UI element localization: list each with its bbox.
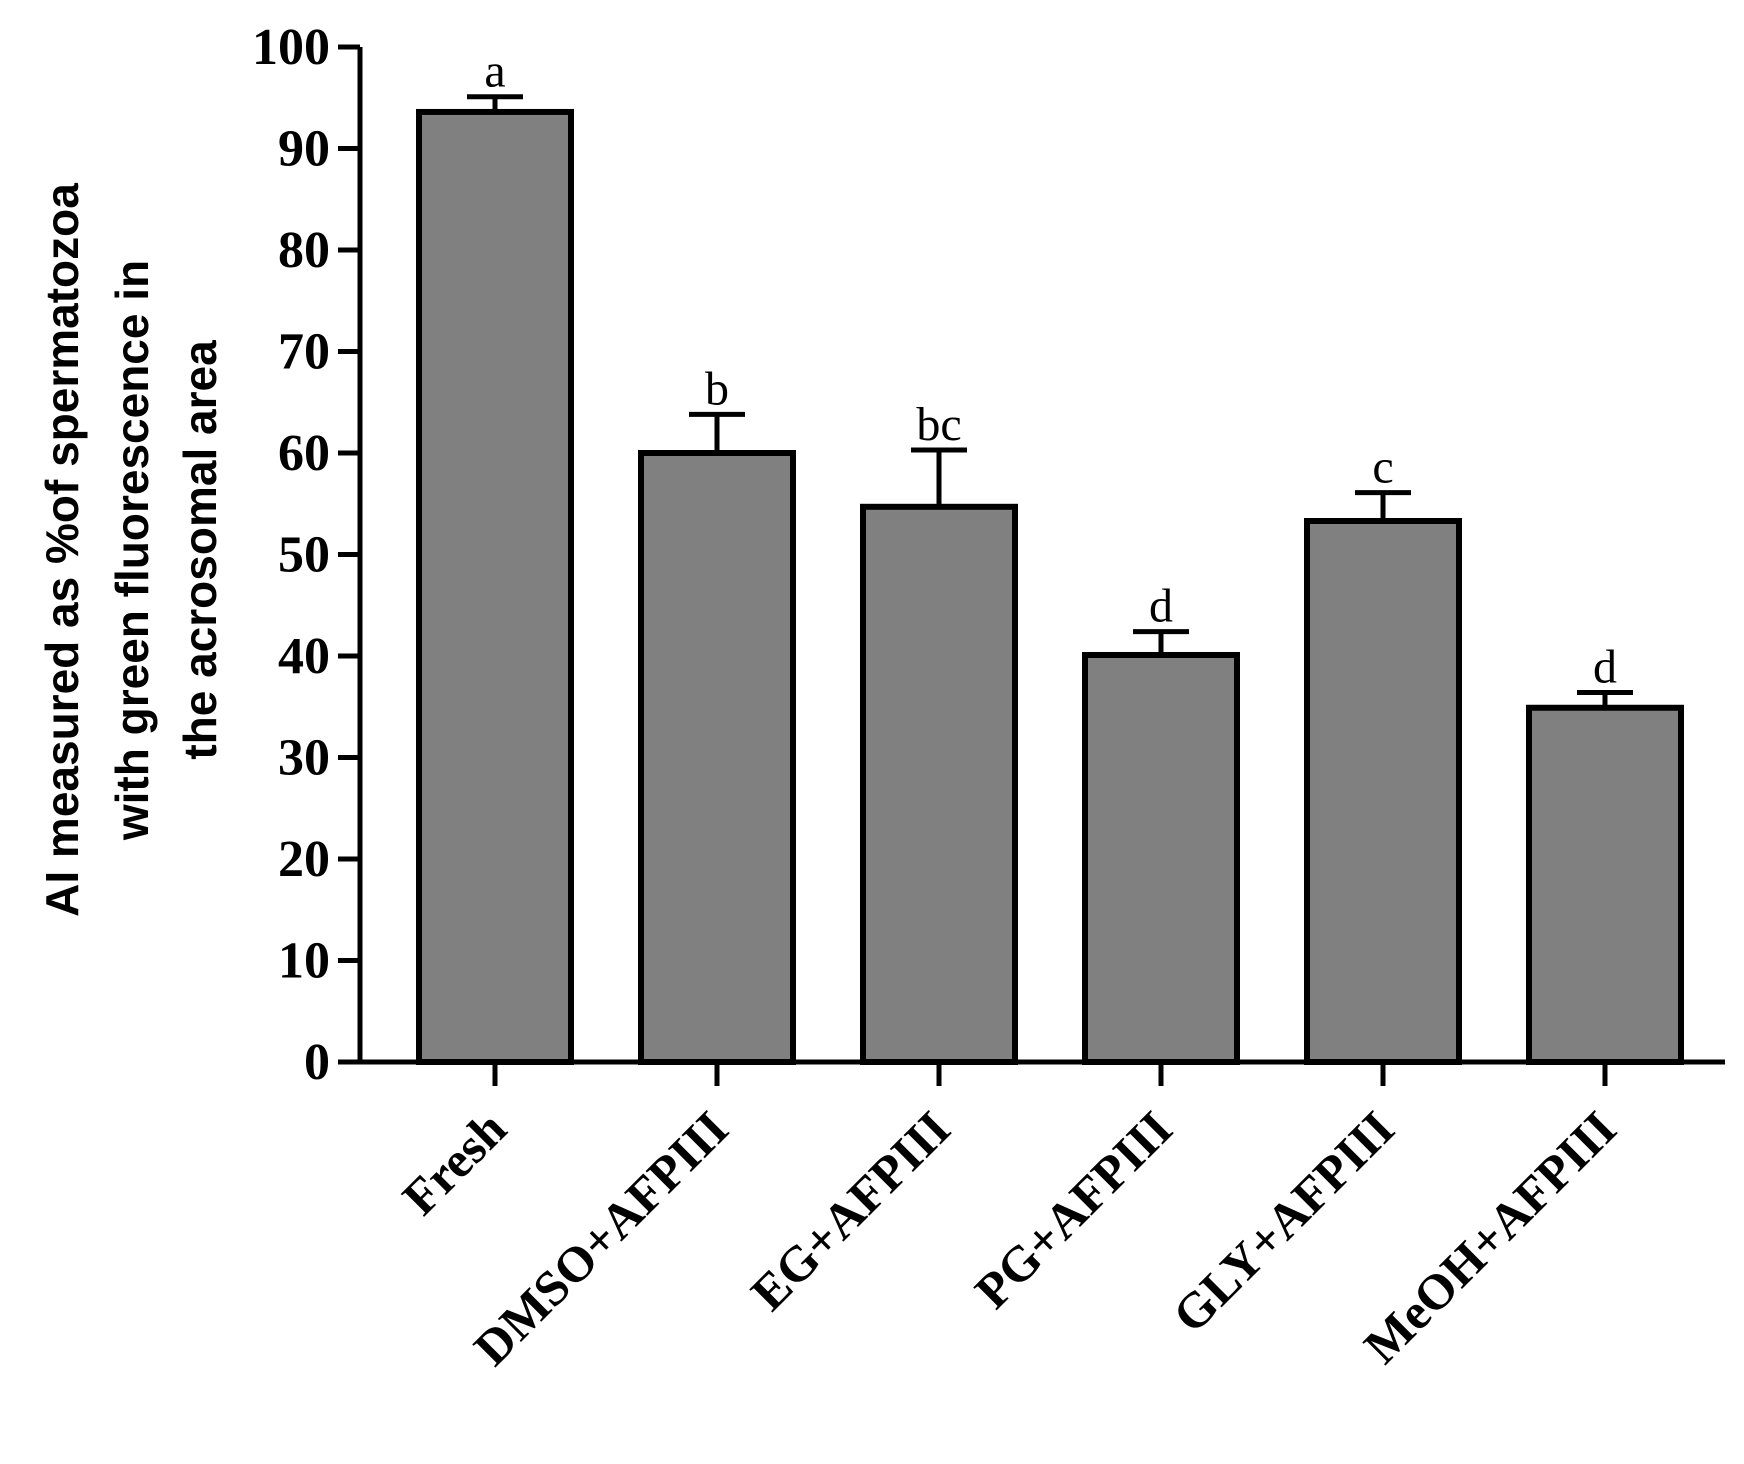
x-tick-label: Fresh xyxy=(391,1100,516,1225)
x-tick-label: PG+AFPIII xyxy=(964,1100,1183,1319)
y-tick-label: 40 xyxy=(278,628,330,685)
y-tick-label: 30 xyxy=(278,730,330,787)
y-axis-title-line: AI measured as %of spermatozoa xyxy=(36,183,88,917)
bar xyxy=(1526,704,1684,1065)
significance-label: a xyxy=(484,45,505,98)
y-tick-label: 80 xyxy=(278,222,330,279)
significance-label: bc xyxy=(916,398,961,451)
x-tick-label: GLY+AFPIII xyxy=(1162,1100,1405,1343)
y-tick-label: 10 xyxy=(278,933,330,990)
significance-label: c xyxy=(1372,441,1393,494)
significance-label: b xyxy=(705,362,729,415)
x-tick-label: EG+AFPIII xyxy=(740,1100,961,1321)
bar xyxy=(860,503,1018,1066)
bar xyxy=(638,450,796,1065)
y-tick-label: 0 xyxy=(304,1034,330,1091)
y-axis-title-line: with green fluorescence in xyxy=(106,260,158,841)
significance-labels: a b bc d c d xyxy=(484,45,1617,694)
y-tick-label: 100 xyxy=(252,19,330,76)
y-tick-label: 50 xyxy=(278,527,330,584)
y-tick-label: 70 xyxy=(278,324,330,381)
y-tick-label: 20 xyxy=(278,831,330,888)
y-tick-label: 60 xyxy=(278,425,330,482)
bars xyxy=(416,108,1684,1066)
significance-label: d xyxy=(1593,641,1617,694)
y-ticks: 0 10 20 30 40 50 60 70 80 90 100 xyxy=(252,19,360,1091)
bar xyxy=(1304,518,1462,1065)
bar xyxy=(1082,651,1240,1065)
y-axis-title: AI measured as %of spermatozoa with green… xyxy=(36,183,226,917)
bar xyxy=(416,108,574,1065)
y-axis-title-line: the acrosomal area xyxy=(174,340,226,760)
error-bars xyxy=(467,94,1633,708)
significance-label: d xyxy=(1149,580,1173,633)
y-tick-label: 90 xyxy=(278,121,330,178)
